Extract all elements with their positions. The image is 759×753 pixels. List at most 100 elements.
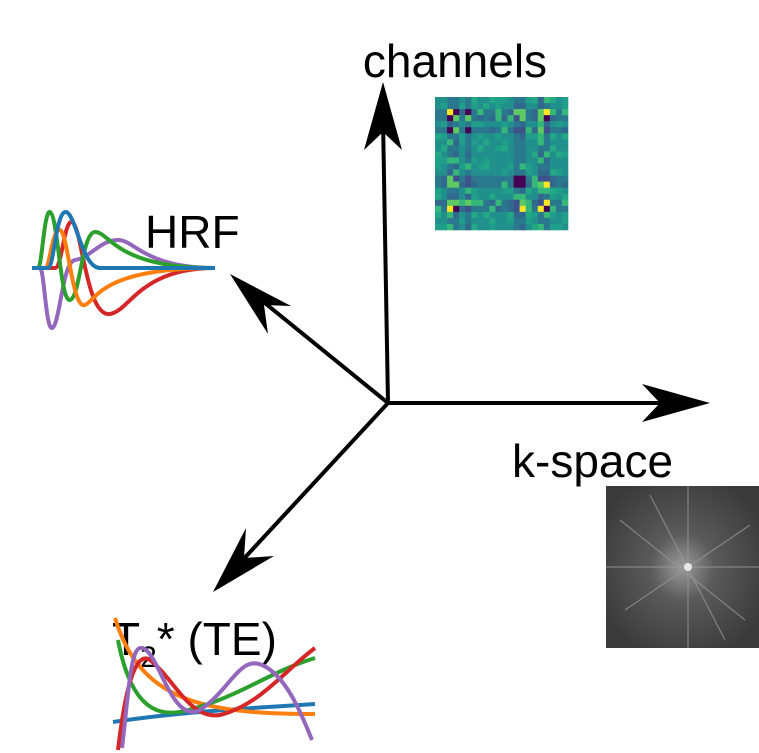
heatmap-cell	[526, 206, 532, 212]
heatmap-cell	[471, 121, 477, 127]
heatmap-cell	[495, 170, 501, 176]
heatmap-cell	[441, 164, 447, 170]
heatmap-cell	[459, 115, 465, 121]
heatmap-cell	[502, 139, 508, 145]
heatmap-cell	[471, 139, 477, 145]
heatmap-cell	[489, 218, 495, 224]
heatmap-cell	[477, 194, 483, 200]
heatmap-cell	[459, 97, 465, 103]
heatmap-cell	[544, 206, 550, 212]
heatmap-cell	[538, 176, 544, 182]
hrf-label: HRF	[145, 206, 240, 258]
heatmap-cell	[447, 188, 453, 194]
heatmap-cell	[483, 218, 489, 224]
heatmap-cell	[544, 127, 550, 133]
heatmap-cell	[477, 224, 483, 230]
heatmap-cell	[502, 151, 508, 157]
heatmap-cell	[508, 176, 514, 182]
heatmap-cell	[526, 109, 532, 115]
heatmap-cell	[502, 97, 508, 103]
heatmap-cell	[532, 218, 538, 224]
heatmap-cell	[441, 194, 447, 200]
heatmap-cell	[538, 157, 544, 163]
heatmap-cell	[508, 212, 514, 218]
heatmap-cell	[441, 97, 447, 103]
heatmap-cell	[502, 121, 508, 127]
heatmap-cell	[441, 188, 447, 194]
heatmap-cell	[465, 121, 471, 127]
heatmap-cell	[544, 176, 550, 182]
heatmap-cell	[489, 157, 495, 163]
heatmap-cell	[453, 157, 459, 163]
heatmap-cell	[441, 121, 447, 127]
heatmap-cell	[465, 170, 471, 176]
heatmap-cell	[447, 176, 453, 182]
heatmap-cell	[532, 170, 538, 176]
heatmap-cell	[447, 133, 453, 139]
heatmap-cell	[532, 224, 538, 230]
channels-label: channels	[363, 35, 547, 87]
heatmap-cell	[471, 194, 477, 200]
heatmap-cell	[453, 103, 459, 109]
heatmap-cell	[447, 103, 453, 109]
heatmap-cell	[532, 176, 538, 182]
heatmap-cell	[495, 200, 501, 206]
heatmap-cell	[453, 139, 459, 145]
heatmap-cell	[447, 115, 453, 121]
heatmap-cell	[532, 200, 538, 206]
heatmap-cell	[550, 224, 556, 230]
heatmap-cell	[514, 194, 520, 200]
heatmap-cell	[556, 151, 562, 157]
heatmap-cell	[495, 103, 501, 109]
heatmap-cell	[447, 109, 453, 115]
heatmap-cell	[556, 224, 562, 230]
heatmap-cell	[538, 121, 544, 127]
heatmap-cell	[465, 218, 471, 224]
heatmap-cell	[538, 133, 544, 139]
heatmap-cell	[550, 103, 556, 109]
heatmap-cell	[526, 176, 532, 182]
heatmap-cell	[508, 115, 514, 121]
heatmap-cell	[538, 212, 544, 218]
heatmap-cell	[550, 121, 556, 127]
heatmap-cell	[435, 151, 441, 157]
heatmap-cell	[477, 182, 483, 188]
heatmap-cell	[483, 182, 489, 188]
heatmap-cell	[514, 139, 520, 145]
heatmap-cell	[459, 133, 465, 139]
heatmap-cell	[544, 145, 550, 151]
heatmap-cell	[495, 139, 501, 145]
heatmap-cell	[544, 170, 550, 176]
heatmap-cell	[550, 127, 556, 133]
heatmap-cell	[544, 157, 550, 163]
heatmap-cell	[477, 109, 483, 115]
heatmap-cell	[483, 194, 489, 200]
heatmap-cell	[471, 97, 477, 103]
heatmap-cell	[520, 188, 526, 194]
heatmap-cell	[520, 200, 526, 206]
heatmap-cell	[526, 157, 532, 163]
heatmap-cell	[471, 127, 477, 133]
heatmap-cell	[538, 206, 544, 212]
heatmap-cell	[453, 206, 459, 212]
heatmap-cell	[483, 127, 489, 133]
heatmap-cell	[477, 218, 483, 224]
heatmap-cell	[441, 200, 447, 206]
heatmap-cell	[532, 206, 538, 212]
heatmap-cell	[556, 109, 562, 115]
heatmap-cell	[495, 157, 501, 163]
heatmap-cell	[508, 121, 514, 127]
heatmap-cell	[502, 109, 508, 115]
heatmap-cell	[435, 103, 441, 109]
heatmap-cell	[514, 182, 520, 188]
heatmap-cell	[435, 218, 441, 224]
heatmap-cell	[562, 218, 568, 224]
heatmap-cell	[489, 127, 495, 133]
heatmap-cell	[544, 200, 550, 206]
heatmap-cell	[544, 164, 550, 170]
heatmap-cell	[562, 127, 568, 133]
heatmap-cell	[526, 97, 532, 103]
heatmap-cell	[562, 182, 568, 188]
heatmap-cell	[465, 224, 471, 230]
heatmap-cell	[477, 127, 483, 133]
